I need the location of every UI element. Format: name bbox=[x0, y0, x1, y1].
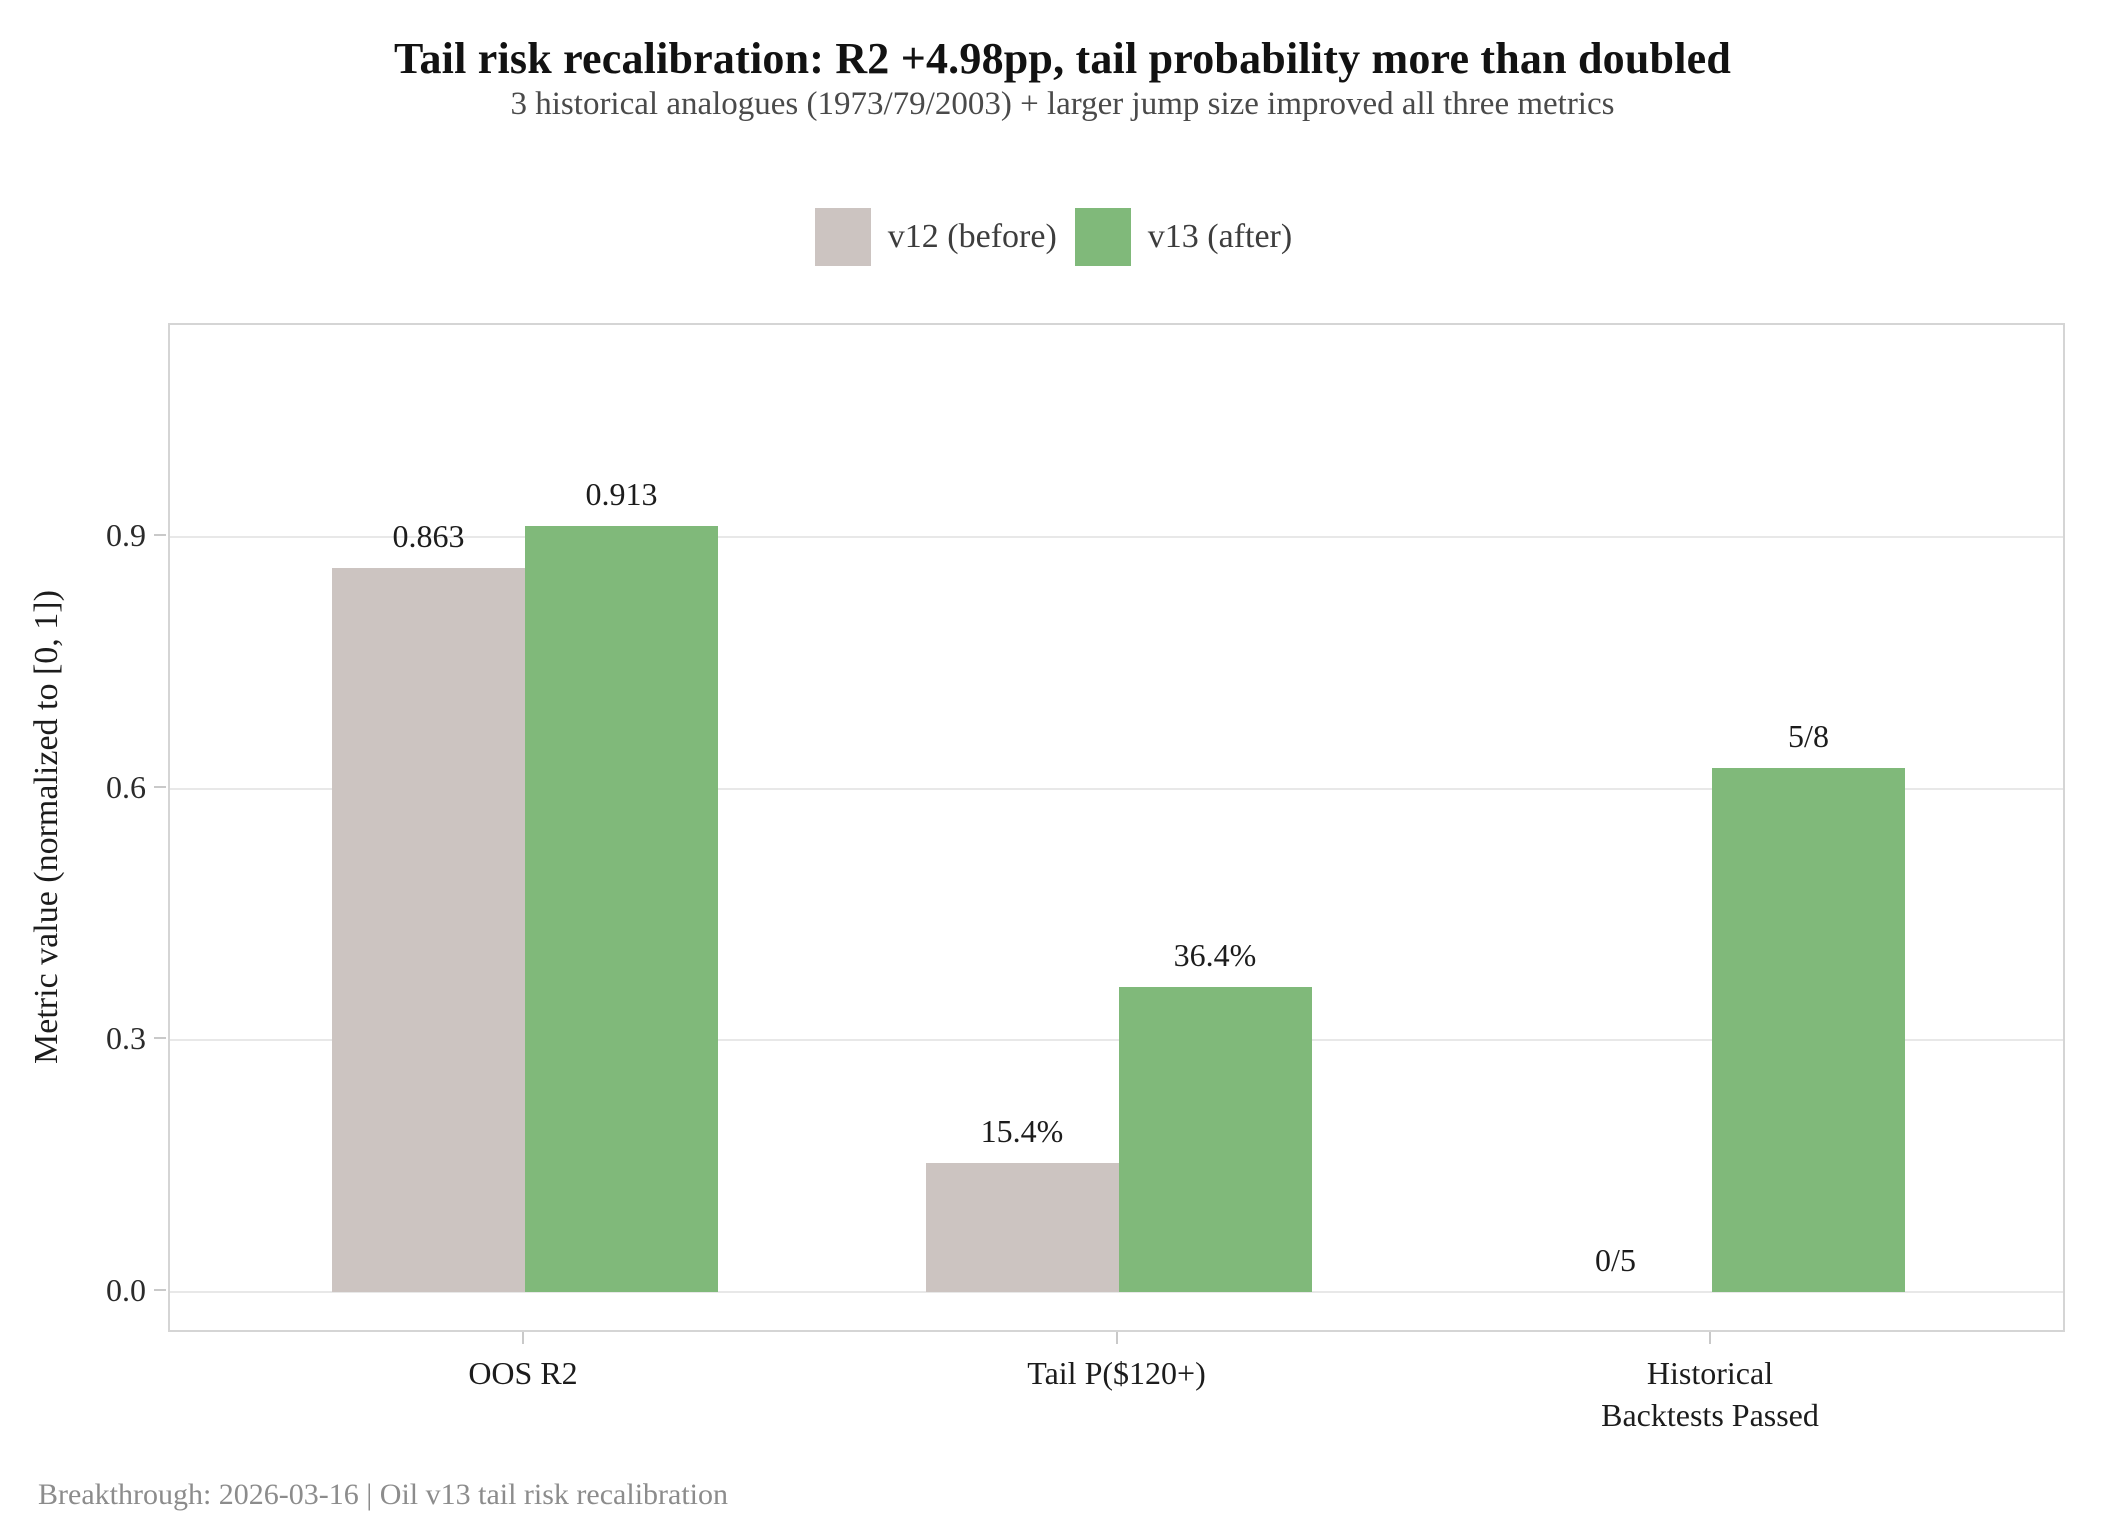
gridline bbox=[170, 1291, 2063, 1294]
legend-swatch-v13-after bbox=[1074, 208, 1131, 266]
bar-value-label: 0/5 bbox=[1595, 1242, 1636, 1279]
y-axis-label: Metric value (normalized to [0, 1]) bbox=[28, 590, 65, 1064]
legend-item-v12: v12 (before) bbox=[814, 208, 1075, 266]
gridline bbox=[170, 787, 2063, 790]
y-axis-tick bbox=[154, 1037, 166, 1040]
chart-subtitle: 3 historical analogues (1973/79/2003) + … bbox=[510, 86, 1615, 122]
chart-title: Tail risk recalibration: R2 +4.98pp, tai… bbox=[393, 34, 1732, 83]
bar-value-label: 15.4% bbox=[980, 1112, 1064, 1149]
bar-v12-0 bbox=[332, 568, 525, 1293]
y-tick-label: 0.9 bbox=[106, 517, 146, 554]
legend: v12 (before) v13 (after) bbox=[0, 208, 2125, 266]
x-axis-tick bbox=[1709, 1332, 1711, 1344]
y-tick-label: 0.3 bbox=[106, 1020, 146, 1057]
x-tick-label: Historical Backtests Passed bbox=[1601, 1355, 1819, 1433]
bar-v13-0 bbox=[525, 526, 718, 1293]
bar-value-label: 0.913 bbox=[585, 476, 658, 513]
bar-value-label: 5/8 bbox=[1788, 717, 1829, 754]
x-tick-label: Tail P($120+) bbox=[1027, 1355, 1206, 1391]
y-axis-tick bbox=[154, 534, 166, 537]
bar-value-label: 36.4% bbox=[1173, 936, 1257, 973]
x-axis-tick bbox=[1115, 1332, 1118, 1344]
legend-swatch-v12-before bbox=[814, 208, 871, 266]
plot-panel: 0.863 15.4% 0/5 0.913 36.4% 5/8 bbox=[168, 323, 2065, 1332]
footer-note: Breakthrough: 2026-03-16 | Oil v13 tail … bbox=[38, 1478, 729, 1511]
bar-v13-1 bbox=[1118, 986, 1312, 1293]
legend-label-v12: v12 (before) bbox=[887, 218, 1057, 255]
y-tick-label: 0.0 bbox=[106, 1272, 146, 1309]
bar-v12-1 bbox=[925, 1162, 1119, 1293]
y-axis-tick bbox=[154, 785, 166, 788]
x-axis-tick bbox=[522, 1332, 524, 1344]
y-tick-label: 0.6 bbox=[106, 768, 146, 805]
legend-label-v13: v13 (after) bbox=[1147, 218, 1293, 255]
gridline bbox=[170, 536, 2063, 539]
legend-item-v13: v13 (after) bbox=[1074, 208, 1310, 266]
x-tick-label: OOS R2 bbox=[468, 1355, 578, 1391]
gridline bbox=[170, 1039, 2063, 1042]
y-axis-tick bbox=[154, 1289, 166, 1292]
bar-v13-2 bbox=[1712, 767, 1905, 1293]
bar-value-label: 0.863 bbox=[392, 518, 465, 555]
